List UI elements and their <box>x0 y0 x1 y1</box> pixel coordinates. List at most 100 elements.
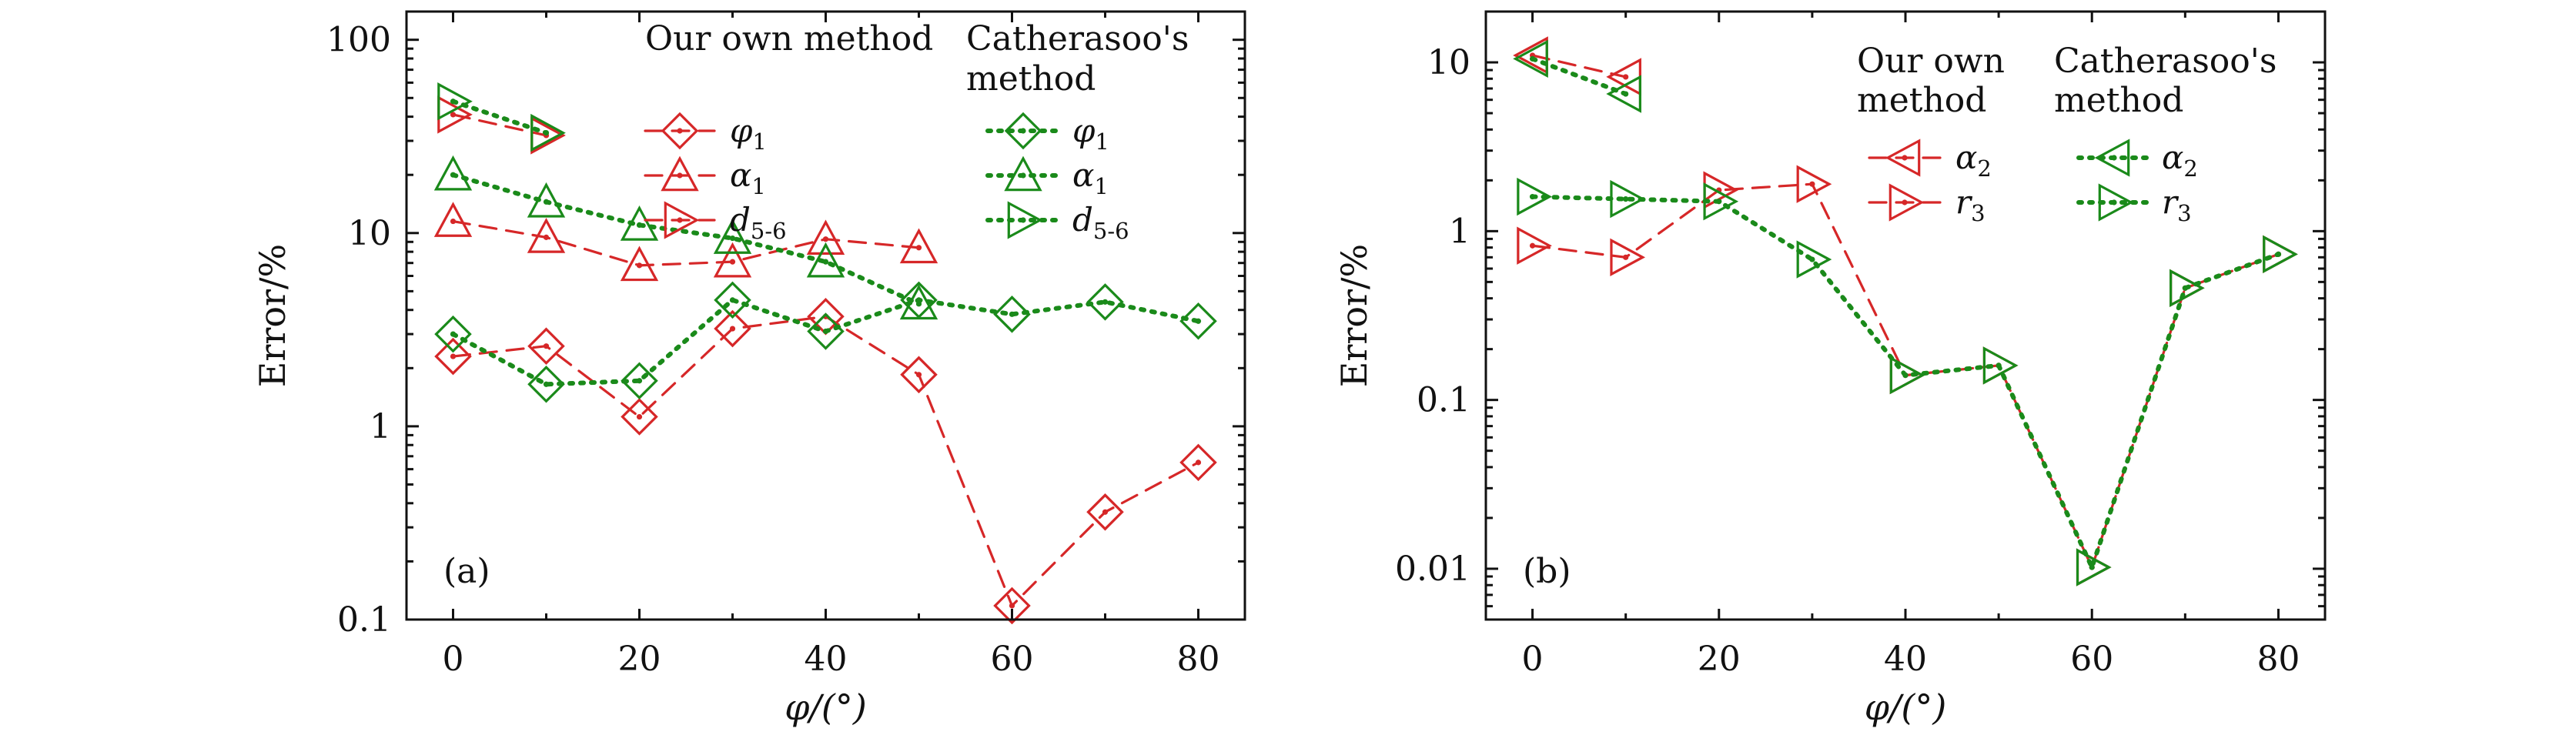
data-point-dot <box>636 262 643 269</box>
data-point <box>993 296 1031 333</box>
series-line <box>451 219 921 267</box>
data-point-dot <box>450 99 457 105</box>
legend-label: φ1 <box>1072 112 1109 155</box>
legend-marker-shape <box>664 201 700 239</box>
data-point <box>434 315 472 353</box>
data-point-dot <box>1716 199 1722 205</box>
legend-marker-dot <box>2111 155 2117 161</box>
legend-marker-dot <box>2111 199 2117 205</box>
data-point-shape <box>1517 226 1552 265</box>
data-point <box>1179 302 1217 340</box>
y-tick-label: 10 <box>1427 43 1470 82</box>
legend-marker <box>661 112 699 150</box>
data-point-shape <box>714 309 751 348</box>
legend-marker-shape <box>2098 183 2134 222</box>
legend-label: r3 <box>1955 183 1986 226</box>
legend-label: d5-6 <box>1072 201 1129 244</box>
data-point-dot <box>1529 193 1536 200</box>
data-point <box>2076 548 2112 586</box>
x-tick-label: 80 <box>1177 640 1220 679</box>
legend-entry: φ1 <box>985 112 1109 155</box>
legend-marker <box>661 155 699 192</box>
x-tick-label: 40 <box>805 640 848 679</box>
legend-marker <box>1889 183 1925 222</box>
legend-marker-dot <box>1902 155 1908 161</box>
series-own-α1 <box>433 202 938 282</box>
data-point-dot <box>450 218 457 225</box>
data-point <box>621 362 658 400</box>
data-point <box>527 366 565 403</box>
data-point <box>1517 226 1552 265</box>
legend-label: d5-6 <box>730 201 787 244</box>
legend-label: α1 <box>730 156 766 199</box>
x-tick-label: 20 <box>1698 640 1741 679</box>
data-point-dot <box>450 353 457 359</box>
y-tick-label: 0.1 <box>1417 381 1470 420</box>
data-point <box>2170 269 2205 307</box>
data-point-shape <box>899 228 938 264</box>
legend-group-title: Catherasoo's <box>966 19 1189 58</box>
legend-marker-dot <box>677 172 683 179</box>
data-point <box>1982 346 2019 385</box>
legend-label: r3 <box>2162 183 2192 226</box>
data-point-dot <box>1996 362 2002 369</box>
data-point-shape <box>1179 302 1217 340</box>
data-point-shape <box>437 82 473 121</box>
data-point-dot <box>822 236 829 242</box>
data-point-dot <box>729 259 736 265</box>
legend-marker <box>1004 155 1042 192</box>
data-point-dot <box>636 413 643 420</box>
data-point <box>1086 493 1124 531</box>
data-point-shape <box>621 362 658 400</box>
chart-panel-a: 0 20 40 60 80 0.1 1 10 100 φ/(°) Error/% (a) Our own… <box>252 10 1246 728</box>
panel-label: (a) <box>443 552 490 591</box>
data-point-shape <box>806 242 845 278</box>
data-point-dot <box>1529 55 1536 62</box>
data-point <box>1889 356 1925 395</box>
y-tick-label: 10 <box>348 214 391 253</box>
data-point-shape <box>900 281 938 319</box>
legend-marker <box>2098 183 2134 222</box>
data-point-shape <box>1513 39 1548 79</box>
legend-entry: α2 <box>2076 139 2198 182</box>
data-point-dot <box>1529 242 1536 249</box>
data-point-dot <box>1623 74 1629 80</box>
legend-marker <box>664 201 700 239</box>
data-point-dot <box>636 222 643 229</box>
legend-marker-shape <box>1885 139 1921 177</box>
legend-marker <box>1004 112 1042 150</box>
data-point <box>527 218 566 253</box>
legend-label: α2 <box>1955 139 1992 182</box>
data-point <box>527 182 566 218</box>
legend-entry: α1 <box>985 155 1109 199</box>
data-point-shape <box>2263 235 2298 274</box>
legend-entry: α2 <box>1868 139 1992 182</box>
y-tick-label: 1 <box>370 407 391 446</box>
data-point-dot <box>915 297 922 303</box>
data-point-shape <box>530 113 566 152</box>
data-point <box>807 312 845 350</box>
y-axis-label: Error/% <box>252 244 293 387</box>
legend-group-title: Our own method <box>645 19 933 58</box>
data-point-shape <box>1179 443 1217 482</box>
data-point-dot <box>729 297 736 303</box>
data-point-dot <box>450 172 457 178</box>
data-point-dot <box>1195 459 1202 466</box>
data-point-dot <box>1809 181 1815 187</box>
data-point-shape <box>620 205 659 241</box>
data-point-dot <box>729 235 736 242</box>
data-point <box>1606 75 1641 113</box>
legend-marker-dot <box>1020 172 1026 179</box>
data-point-shape <box>527 218 566 253</box>
x-tick-label: 0 <box>1522 640 1544 679</box>
y-axis-label: Error/% <box>1333 244 1375 387</box>
panel-label: (b) <box>1523 552 1571 591</box>
data-point <box>433 155 473 191</box>
series-catherasoo-α2 <box>1513 39 1641 113</box>
data-point-dot <box>1195 318 1202 324</box>
data-point-shape <box>2076 548 2112 586</box>
legend-label: φ1 <box>730 112 767 155</box>
data-point <box>899 284 938 320</box>
data-point <box>806 242 845 278</box>
legend-label: α1 <box>1072 156 1109 199</box>
